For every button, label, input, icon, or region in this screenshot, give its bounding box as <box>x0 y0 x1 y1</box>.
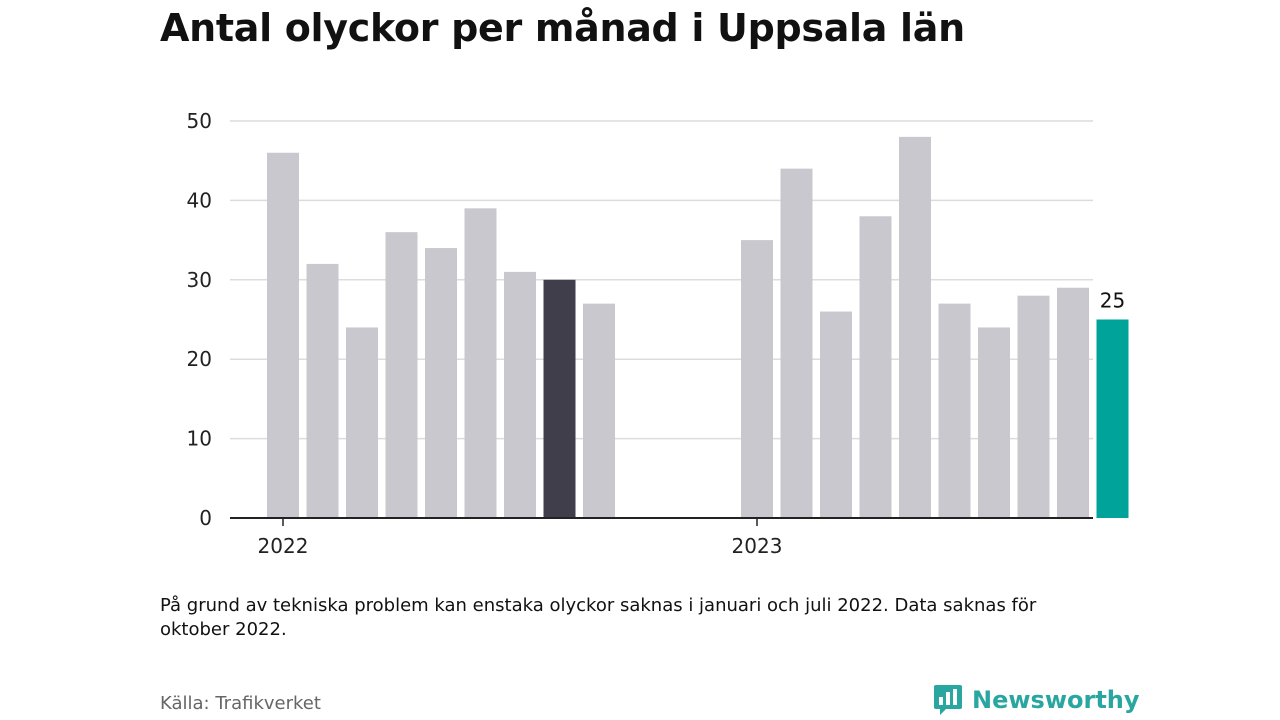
chart-title: Antal olyckor per månad i Uppsala län <box>160 6 965 50</box>
bar-2022-07 <box>504 271 536 518</box>
newsworthy-logo-icon <box>934 685 962 715</box>
data-label: 25 <box>1100 289 1125 313</box>
brand-name: Newsworthy <box>972 686 1140 714</box>
bar-2023-10 <box>1096 319 1129 518</box>
bar-2023-09 <box>1057 287 1089 518</box>
bar-2023-02 <box>780 168 813 518</box>
source-credit: Källa: Trafikverket <box>160 693 321 714</box>
y-tick-label: 10 <box>187 427 212 451</box>
chart-note: På grund av tekniska problem kan enstaka… <box>160 595 1037 640</box>
x-tick-label: 2022 <box>258 534 309 558</box>
bar-2023-08 <box>1017 295 1050 518</box>
y-tick-label: 40 <box>187 188 212 212</box>
x-tick-label: 2023 <box>732 534 783 558</box>
bar-2023-04 <box>859 216 892 518</box>
bar-chart: 0 10 20 30 40 50 25 2022 2023 <box>187 109 1129 558</box>
bar-2022-09 <box>583 303 615 518</box>
bar-2023-01 <box>741 240 773 518</box>
bar-2023-05 <box>899 136 931 518</box>
bar-2022-03 <box>346 327 378 518</box>
y-tick-label: 50 <box>187 109 212 133</box>
bar-2022-01 <box>267 152 299 518</box>
bar-2023-07 <box>978 327 1010 518</box>
bar-2022-05 <box>425 248 457 519</box>
y-tick-label: 0 <box>199 506 212 530</box>
bar-2023-06 <box>938 303 971 518</box>
bar-2022-06 <box>464 208 497 518</box>
y-tick-label: 20 <box>187 347 212 371</box>
bar-2023-03 <box>820 311 852 518</box>
bar-2022-02 <box>306 263 339 518</box>
brand-logo[interactable]: Newsworthy <box>932 683 1140 717</box>
bar-2022-04 <box>385 232 418 518</box>
y-tick-label: 30 <box>187 268 212 292</box>
bar-2022-08 <box>543 279 576 518</box>
